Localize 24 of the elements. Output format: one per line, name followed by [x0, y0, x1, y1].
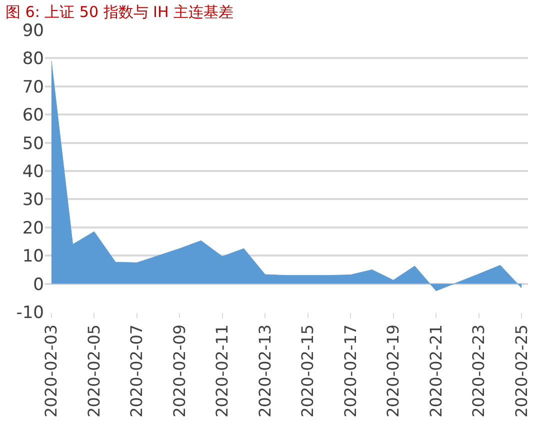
y-tick-label: 90	[22, 20, 44, 41]
x-tick-label: 2020-02-09	[170, 324, 189, 418]
x-tick-label: 2020-02-23	[469, 324, 488, 418]
y-tick-label: 50	[22, 134, 44, 154]
y-tick-label: 30	[22, 190, 44, 210]
y-tick-label: 80	[22, 49, 44, 70]
x-tick-label: 2020-02-11	[212, 324, 232, 418]
x-tick-label: 2020-02-25	[512, 324, 531, 418]
x-tick-label: 2020-02-21	[426, 324, 446, 418]
x-tick-label: 2020-02-03	[42, 324, 61, 418]
x-tick-label: 2020-02-05	[84, 324, 104, 418]
x-tick-label: 2020-02-19	[384, 324, 403, 418]
y-tick-label: 10	[22, 246, 44, 267]
y-tick-label: 40	[22, 162, 44, 182]
y-tick-label: -10	[16, 302, 44, 323]
x-tick-label: 2020-02-13	[255, 324, 274, 418]
x-tick-label: 2020-02-07	[127, 324, 146, 418]
x-tick-label: 2020-02-15	[298, 324, 318, 418]
y-tick-label: 70	[22, 77, 44, 98]
y-tick-label: 20	[22, 218, 44, 238]
y-tick-label: 60	[22, 106, 44, 126]
chart-title: 图 6: 上证 50 指数与 IH 主连基差	[6, 2, 234, 21]
x-tick-label: 2020-02-17	[340, 324, 360, 418]
y-tick-label: 0	[33, 274, 44, 295]
